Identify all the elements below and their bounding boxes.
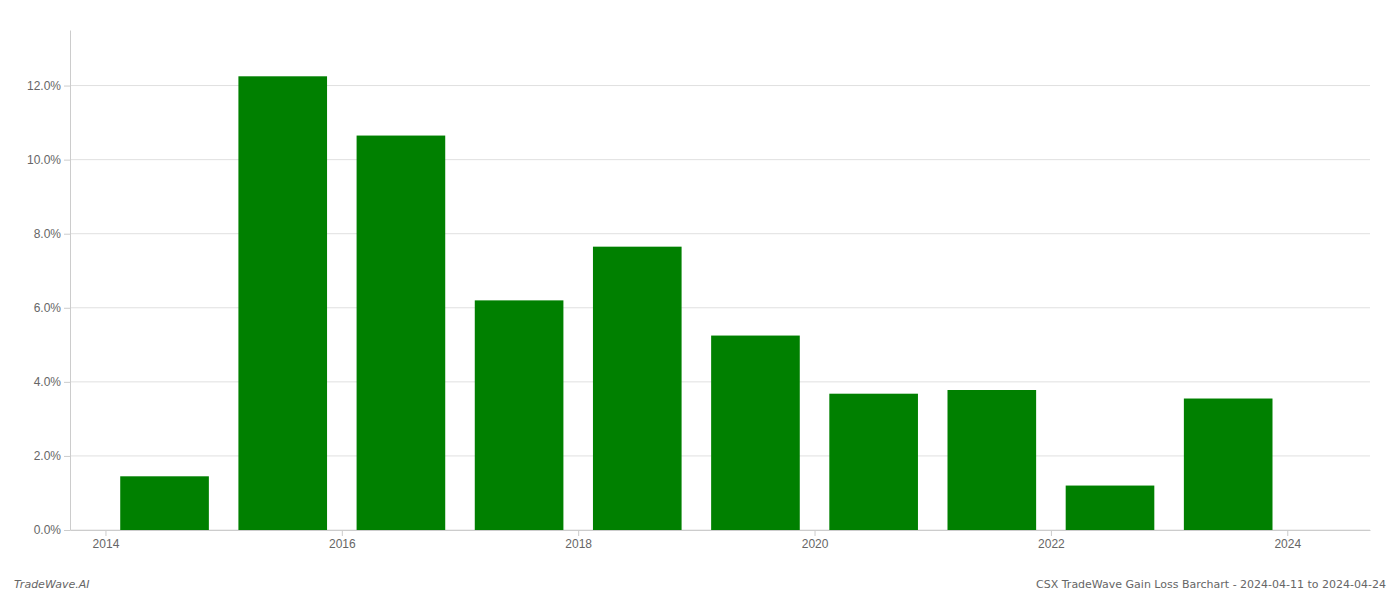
bar xyxy=(238,76,327,530)
y-tick-mark xyxy=(64,308,70,309)
y-tick-label: 6.0% xyxy=(34,301,62,315)
plot: 2014 2016 2018 2020 2022 2024 0.0% 2.0% 4.0% 6.0%… xyxy=(27,31,1371,551)
x-tick: 2024 xyxy=(1274,530,1301,551)
y-tick-mark xyxy=(64,86,70,87)
x-tick-mark xyxy=(105,530,106,536)
y-tick-mark xyxy=(64,456,70,457)
bar xyxy=(1066,486,1155,530)
y-tick: 2.0% xyxy=(34,449,70,463)
bar xyxy=(948,390,1037,530)
x-tick: 2018 xyxy=(565,530,592,551)
bar xyxy=(357,136,446,530)
x-tick-label: 2014 xyxy=(93,537,120,551)
y-tick: 10.0% xyxy=(27,153,70,167)
x-tick-label: 2016 xyxy=(329,537,356,551)
y-tick-mark xyxy=(64,160,70,161)
title: CSX TradeWave Gain Loss Barchart - 2024-… xyxy=(1036,578,1386,591)
bar xyxy=(1184,399,1273,530)
x-tick-mark xyxy=(815,530,816,536)
y-tick-label: 10.0% xyxy=(27,153,61,167)
bar xyxy=(711,336,800,530)
y-axis-line xyxy=(70,31,71,531)
bar xyxy=(120,476,209,530)
bar xyxy=(829,394,918,530)
chart: 2014 2016 2018 2020 2022 2024 0.0% 2.0% 4.0% 6.0%… xyxy=(0,0,1400,600)
x-tick-mark xyxy=(578,530,579,536)
x-tick: 2022 xyxy=(1038,530,1065,551)
x-tick-mark xyxy=(1287,530,1288,536)
y-tick-label: 12.0% xyxy=(27,79,61,93)
footer-left: TradeWave.AI xyxy=(14,578,89,591)
y-tick-label: 2.0% xyxy=(34,449,62,463)
y-axis: 0.0% 2.0% 4.0% 6.0% 8.0% 10.0% 12.0% xyxy=(27,31,71,538)
x-tick-mark xyxy=(1051,530,1052,536)
y-tick: 8.0% xyxy=(34,227,70,241)
y-tick-mark xyxy=(64,530,70,531)
x-tick: 2016 xyxy=(329,530,356,551)
x-tick-label: 2020 xyxy=(802,537,829,551)
y-tick: 6.0% xyxy=(34,301,70,315)
x-tick-label: 2022 xyxy=(1038,537,1065,551)
y-tick-label: 8.0% xyxy=(34,227,62,241)
y-tick-mark xyxy=(64,382,70,383)
bars xyxy=(120,76,1272,530)
y-tick: 12.0% xyxy=(27,79,70,93)
bar xyxy=(475,300,564,530)
bar xyxy=(593,247,682,530)
x-tick-label: 2018 xyxy=(565,537,592,551)
y-tick: 0.0% xyxy=(34,523,70,537)
x-tick-label: 2024 xyxy=(1274,537,1301,551)
y-tick-label: 0.0% xyxy=(34,523,62,537)
x-tick: 2014 xyxy=(93,530,120,551)
x-axis-line xyxy=(71,530,1371,531)
y-tick: 4.0% xyxy=(34,375,70,389)
x-tick: 2020 xyxy=(802,530,829,551)
x-tick-mark xyxy=(342,530,343,536)
y-tick-label: 4.0% xyxy=(34,375,62,389)
y-tick-mark xyxy=(64,234,70,235)
x-axis: 2014 2016 2018 2020 2022 2024 xyxy=(71,530,1371,551)
